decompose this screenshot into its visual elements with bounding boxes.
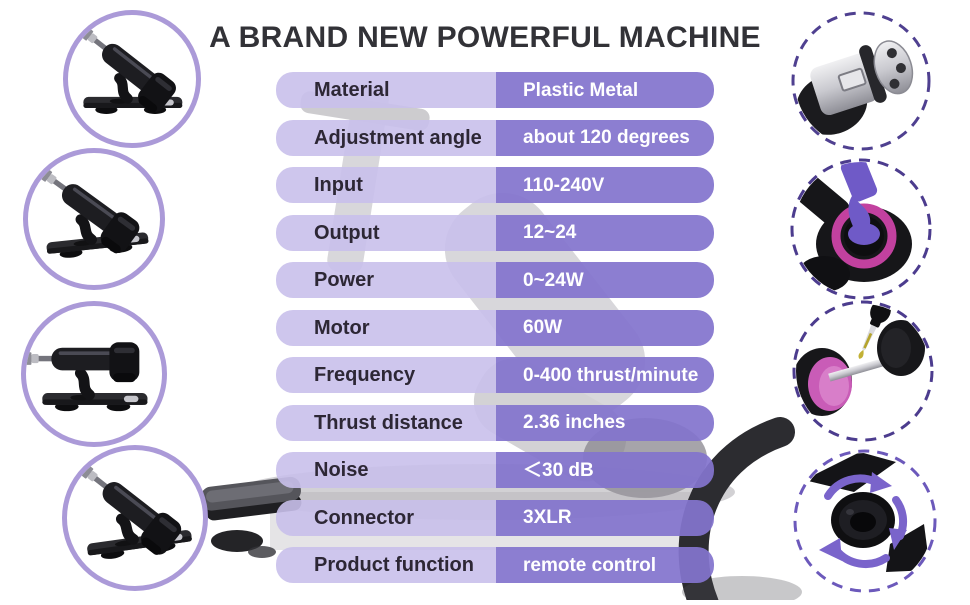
detail-circle-oil-dropper bbox=[788, 296, 938, 446]
spec-value: 60W bbox=[496, 309, 714, 346]
spec-row-frequency: Frequency 0-400 thrust/minute bbox=[276, 357, 714, 393]
spec-value: 3XLR bbox=[496, 499, 714, 536]
spec-row-thrust-distance: Thrust distance 2.36 inches bbox=[276, 404, 714, 441]
spec-row-material: Material Plastic Metal bbox=[276, 72, 714, 108]
spec-row-output: Output 12~24 bbox=[276, 214, 714, 251]
spec-row-connector: Connector 3XLR bbox=[276, 499, 714, 536]
spec-label: Output bbox=[276, 214, 496, 251]
spec-label: Material bbox=[276, 72, 496, 108]
spec-table: Material Plastic Metal Adjustment angle … bbox=[276, 72, 714, 583]
spec-row-input: Input 110-240V bbox=[276, 167, 714, 203]
spec-row-noise: Noise ＜30 dB bbox=[276, 452, 714, 488]
spec-row-adjustment-angle: Adjustment angle about 120 degrees bbox=[276, 119, 714, 156]
spec-label: Noise bbox=[276, 452, 496, 488]
spec-value: Plastic Metal bbox=[496, 72, 714, 108]
detail-circle-dial-lubrication bbox=[786, 154, 936, 304]
detail-circle-xlr-connector bbox=[786, 6, 936, 156]
spec-value: 0~24W bbox=[496, 262, 714, 298]
spec-value: 110-240V bbox=[496, 167, 714, 203]
spec-row-product-function: Product function remote control bbox=[276, 547, 714, 583]
spec-label: Frequency bbox=[276, 357, 496, 393]
suction-cup-rotation-illustration bbox=[793, 449, 937, 593]
product-photo-circle-2 bbox=[23, 148, 165, 290]
spec-label: Connector bbox=[276, 499, 496, 536]
machine-angled-low-illustration bbox=[31, 161, 160, 285]
spec-label: Power bbox=[276, 262, 496, 298]
spec-value: ＜30 dB bbox=[496, 452, 714, 488]
axle-oil-dropper-illustration bbox=[792, 300, 934, 442]
page-title: A BRAND NEW POWERFUL MACHINE bbox=[209, 21, 761, 54]
machine-horizontal-illustration bbox=[26, 342, 162, 442]
spec-label: Input bbox=[276, 167, 496, 203]
spec-value: remote control bbox=[496, 547, 714, 583]
spec-row-motor: Motor 60W bbox=[276, 309, 714, 346]
spec-value: 12~24 bbox=[496, 214, 714, 251]
dial-lubrication-illustration bbox=[790, 158, 932, 300]
spec-label: Adjustment angle bbox=[276, 119, 496, 156]
spec-row-power: Power 0~24W bbox=[276, 262, 714, 298]
xlr-connector-illustration bbox=[791, 11, 931, 151]
spec-value: 0-400 thrust/minute bbox=[496, 357, 714, 393]
machine-steep-angle-illustration bbox=[70, 457, 203, 586]
spec-value: about 120 degrees bbox=[496, 119, 714, 156]
spec-label: Thrust distance bbox=[276, 404, 496, 441]
product-photo-circle-4 bbox=[62, 445, 208, 591]
spec-label: Product function bbox=[276, 547, 496, 583]
detail-circle-suction-rotation bbox=[790, 446, 940, 596]
product-photo-circle-1 bbox=[63, 10, 201, 148]
spec-label: Motor bbox=[276, 309, 496, 346]
product-photo-circle-3 bbox=[21, 301, 167, 447]
spec-value: 2.36 inches bbox=[496, 404, 714, 441]
